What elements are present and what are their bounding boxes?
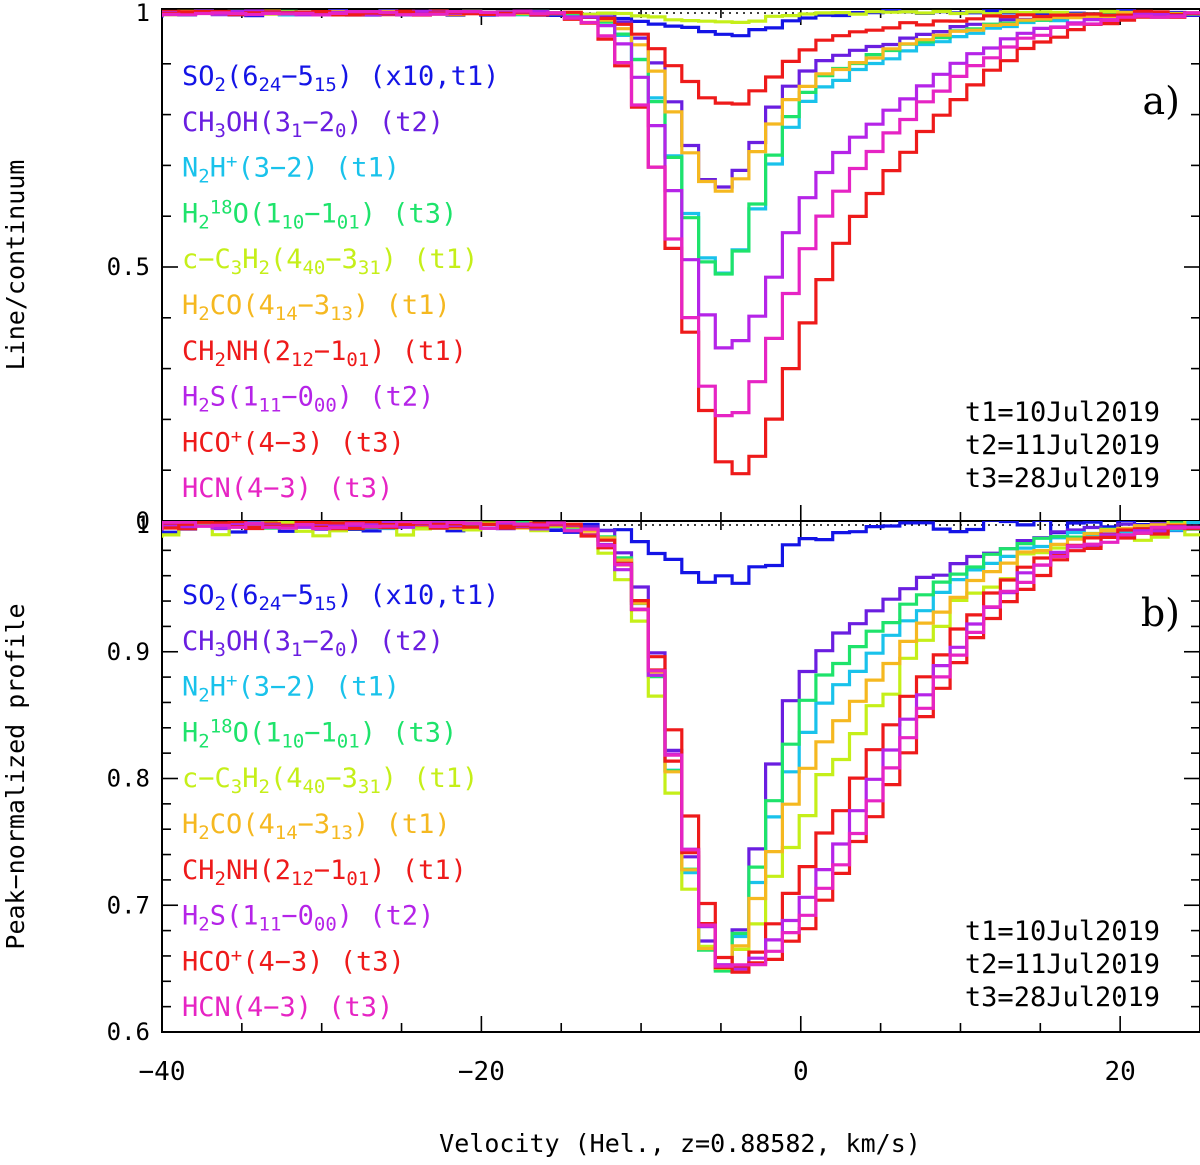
legend-entry-h218o: H218O(110−101) (t3) [182,197,457,233]
y-tick-label: 0.6 [107,1018,150,1046]
y-tick-label: 0.9 [107,638,150,666]
legend-entry-n2h: N2H+(3−2) (t1) [182,670,400,706]
legend-entry-ch3oh: CH3OH(31−20) (t2) [182,107,444,142]
y-tick-label: 1 [136,0,150,27]
legend-entry-h2s: H2S(111−000) (t2) [182,901,434,936]
date-legend-entry: t3=28Jul2019 [965,463,1160,494]
series-line-hcn [162,9,1200,418]
legend-entry-ch2nh: CH2NH(212−101) (t1) [182,336,467,371]
legend-entry-h218o: H218O(110−101) (t3) [182,716,457,752]
y-tick-label: 0.8 [107,765,150,793]
date-legend-entry: t2=11Jul2019 [965,949,1160,980]
date-legend-entry: t1=10Jul2019 [965,397,1160,428]
panel-label: b) [1141,591,1180,635]
legend-entry-c3h2: c−C3H2(440−331) (t1) [182,763,478,798]
series-line-h218o [162,9,1200,276]
x-tick-label: −40 [139,1057,186,1087]
y-axis-label: Line/continuum [1,160,30,371]
legend-entry-n2h: N2H+(3−2) (t1) [182,151,400,187]
legend-entry-hco: HCO+(4−3) (t3) [182,945,405,978]
legend-entry-so2: SO2(624−515) (x10,t1) [182,580,499,615]
y-axis-label: Peak−normalized profile [1,603,30,949]
y-tick-label: 0.5 [107,253,150,281]
legend-entry-hcn: HCN(4−3) (t3) [182,473,393,504]
legend-entry-h2co: H2CO(414−313) (t1) [182,290,451,325]
date-legend-entry: t3=28Jul2019 [965,982,1160,1013]
x-tick-label: 0 [793,1057,809,1087]
x-axis-label: Velocity (Hel., z=0.88582, km/s) [439,1129,921,1158]
legend-entry-c3h2: c−C3H2(440−331) (t1) [182,244,478,279]
y-tick-label: 0 [136,507,150,535]
legend-entry-h2s: H2S(111−000) (t2) [182,382,434,417]
y-tick-label: 0.7 [107,891,150,919]
x-tick-label: −20 [458,1057,505,1087]
x-tick-label: 20 [1104,1057,1135,1087]
series-line-n2h [162,9,1200,275]
legend-entry-h2co: H2CO(414−313) (t1) [182,809,451,844]
legend-entry-so2: SO2(624−515) (x10,t1) [182,61,499,96]
legend-entry-hcn: HCN(4−3) (t3) [182,992,393,1023]
date-legend-entry: t2=11Jul2019 [965,430,1160,461]
legend-entry-hco: HCO+(4−3) (t3) [182,426,405,459]
panel-frame-b [161,520,1200,1033]
panel-label: a) [1143,79,1180,123]
legend-entry-ch3oh: CH3OH(31−20) (t2) [182,626,444,661]
date-legend-entry: t1=10Jul2019 [965,916,1160,947]
y-tick-label: 1 [136,511,150,539]
series-line-hcn [162,521,1200,968]
legend-entry-ch2nh: CH2NH(212−101) (t1) [182,855,467,890]
